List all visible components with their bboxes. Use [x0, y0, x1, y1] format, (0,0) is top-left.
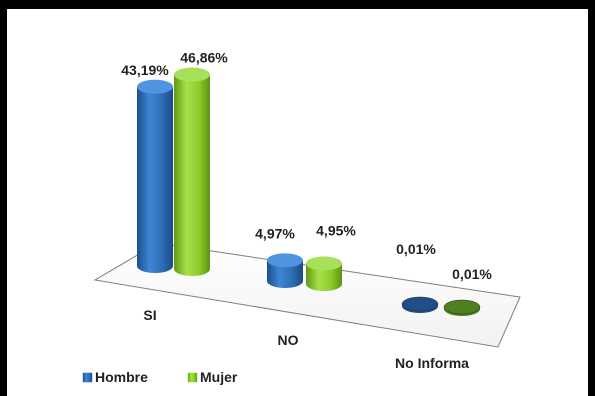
data-label: 43,19% [121, 62, 169, 78]
bar-body [137, 86, 173, 273]
category-label: No Informa [395, 355, 469, 371]
bar-hombre-3 [401, 296, 439, 313]
legend-swatch [82, 372, 93, 383]
bar-cap [443, 299, 481, 315]
legend-label: Mujer [200, 369, 238, 385]
bar-cap [306, 256, 342, 271]
bar-body [306, 263, 342, 291]
data-label: 4,95% [316, 222, 356, 238]
bar-body [267, 260, 303, 288]
bar-hombre-1 [137, 79, 173, 273]
bar-cap [174, 67, 210, 82]
legend-item-hombre: Hombre [82, 369, 148, 385]
legend-swatch [187, 372, 198, 383]
bar-mujer-2 [306, 256, 342, 291]
data-label: 4,97% [255, 225, 295, 241]
data-label: 0,01% [396, 241, 436, 257]
bar-cap [267, 253, 303, 268]
bar-hombre-2 [267, 253, 303, 288]
legend-label: Hombre [95, 369, 148, 385]
category-label: NO [278, 332, 299, 348]
data-label: 46,86% [180, 50, 228, 66]
bar-body [174, 74, 210, 276]
bar-mujer-1 [174, 67, 210, 276]
legend-item-mujer: Mujer [187, 369, 238, 385]
bar-mujer-3 [443, 299, 481, 316]
bar-cap [401, 296, 439, 312]
data-label: 0,01% [452, 266, 492, 282]
bar-cap [137, 79, 173, 94]
category-label: SI [143, 307, 156, 323]
